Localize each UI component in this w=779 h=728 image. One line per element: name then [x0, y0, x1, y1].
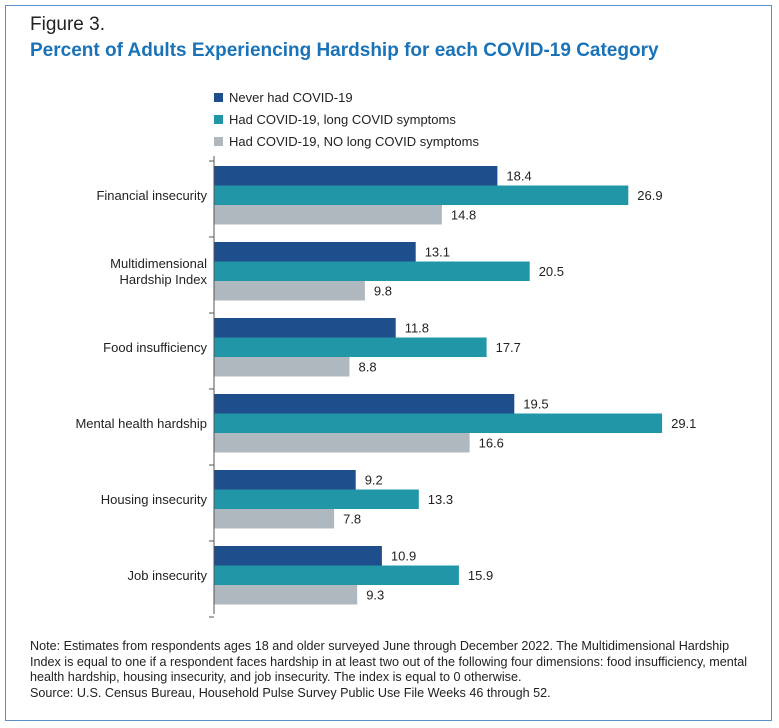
figure-frame — [5, 5, 772, 721]
legend-label-no-long: Had COVID-19, NO long COVID symptoms — [229, 133, 479, 149]
category-label-line: Food insufficiency — [103, 340, 207, 355]
bar — [214, 357, 350, 377]
legend-swatch-never — [214, 92, 223, 102]
bar-value-label: 14.8 — [451, 207, 476, 222]
category-label: Housing insecurity — [101, 492, 208, 507]
bar-value-label: 17.7 — [496, 340, 521, 355]
category-label-line: Mental health hardship — [75, 416, 207, 431]
bar — [214, 261, 530, 281]
category-label-line: Hardship Index — [120, 272, 208, 287]
legend-item-long: Had COVID-19, long COVID symptoms — [214, 108, 479, 130]
bar — [214, 281, 365, 301]
category-label-line: Multidimensional — [110, 256, 207, 271]
bar-value-label: 7.8 — [343, 511, 361, 526]
legend-swatch-long — [214, 114, 223, 124]
category-label-line: Job insecurity — [128, 568, 208, 583]
bar — [214, 205, 442, 225]
bar — [214, 509, 335, 529]
legend-swatch-no-long — [214, 136, 223, 146]
bar — [214, 242, 416, 262]
bar — [214, 166, 498, 186]
bar-value-label: 9.2 — [365, 472, 383, 487]
bar-value-label: 9.3 — [366, 587, 384, 602]
category-label: Financial insecurity — [96, 188, 207, 203]
bar — [214, 585, 358, 605]
legend-label-never: Never had COVID-19 — [229, 89, 353, 105]
bar-value-label: 15.9 — [468, 568, 493, 583]
source-text: Source: U.S. Census Bureau, Household Pu… — [30, 685, 551, 700]
bar-value-label: 20.5 — [539, 264, 564, 279]
category-label: Food insufficiency — [103, 340, 207, 355]
figure-label: Figure 3. — [30, 14, 105, 35]
bar — [214, 565, 459, 585]
bar — [214, 318, 396, 338]
legend-item-no-long: Had COVID-19, NO long COVID symptoms — [214, 130, 479, 152]
bar — [214, 433, 470, 453]
bar-value-label: 13.3 — [428, 492, 453, 507]
bar — [214, 394, 515, 414]
category-label-line: Housing insecurity — [101, 492, 208, 507]
bar-value-label: 18.4 — [506, 168, 531, 183]
bar-value-label: 16.6 — [479, 435, 504, 450]
bar-value-label: 11.8 — [405, 320, 429, 335]
bar — [214, 489, 419, 509]
bar — [214, 413, 663, 433]
bar-value-label: 26.9 — [637, 188, 662, 203]
category-label: Job insecurity — [128, 568, 208, 583]
bar-value-label: 8.8 — [359, 359, 377, 374]
bar-value-label: 13.1 — [425, 244, 450, 259]
chart-note: Note: Estimates from respondents ages 18… — [30, 639, 755, 701]
category-label: Mental health hardship — [75, 416, 207, 431]
bar — [214, 337, 487, 357]
legend-item-never: Never had COVID-19 — [214, 86, 479, 108]
chart-title: Percent of Adults Experiencing Hardship … — [30, 40, 659, 61]
bar — [214, 470, 356, 490]
category-label: Multidimensional Hardship Index — [110, 256, 207, 287]
bar — [214, 185, 629, 205]
note-text: Note: Estimates from respondents ages 18… — [30, 639, 748, 684]
bar-value-label: 29.1 — [671, 416, 696, 431]
bar-value-label: 9.8 — [374, 283, 392, 298]
bar — [214, 546, 382, 566]
legend-label-long: Had COVID-19, long COVID symptoms — [229, 111, 456, 127]
bar-value-label: 19.5 — [523, 396, 548, 411]
legend: Never had COVID-19 Had COVID-19, long CO… — [214, 86, 479, 152]
category-label-line: Financial insecurity — [96, 188, 207, 203]
bar-value-label: 10.9 — [391, 548, 416, 563]
